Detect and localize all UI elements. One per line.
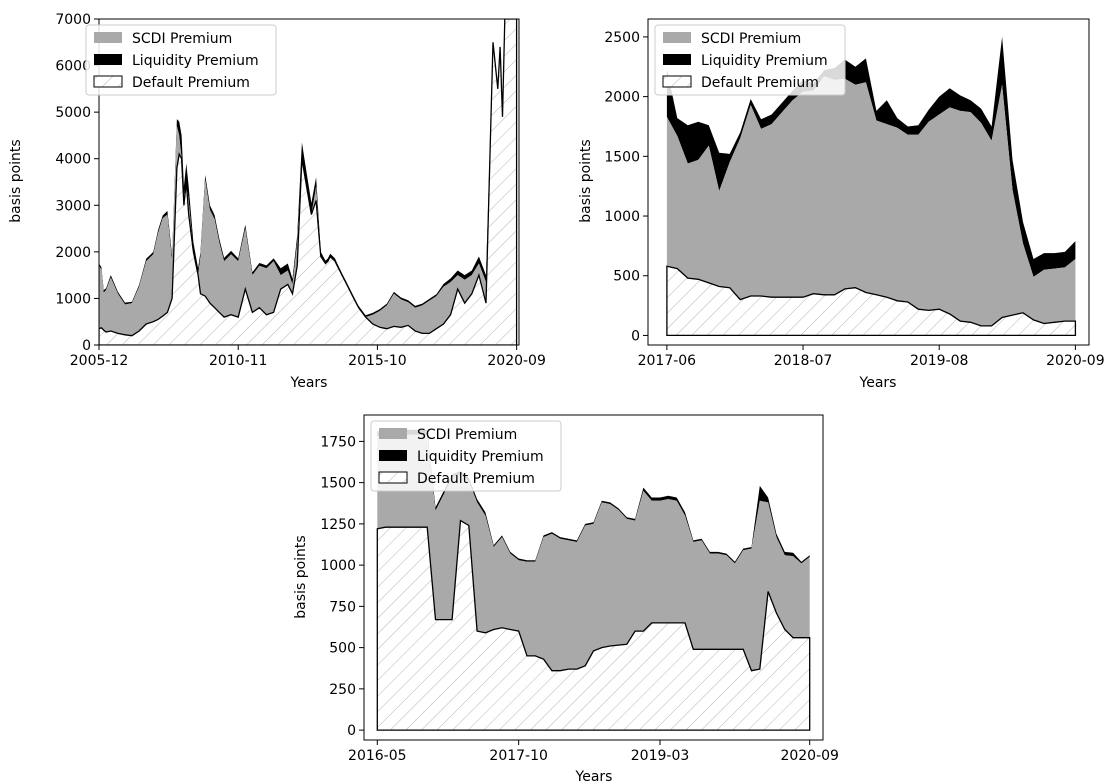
chart-bottom-center: 0 250 500 750 1000 1250 1500 1750 2016-05 2017-10… <box>293 414 839 784</box>
legend-swatch-liquidity <box>663 54 691 65</box>
y-tick-label: 0 <box>631 328 640 344</box>
area-default-premium <box>376 519 811 731</box>
y-tick-label: 1750 <box>320 434 356 450</box>
y-tick-label: 6000 <box>55 59 91 75</box>
legend-label-default: Default Premium <box>417 471 535 487</box>
axes-frame <box>647 18 1090 346</box>
legend-label-default: Default Premium <box>701 75 819 91</box>
chart-top-left: 0 1000 2000 3000 4000 5000 6000 7000 2005-12 2010… <box>8 12 546 391</box>
x-tick-label: 2005-12 <box>70 353 129 369</box>
legend-label-liquidity: Liquidity Premium <box>701 53 828 69</box>
legend-label-scdi: SCDI Premium <box>132 31 232 47</box>
x-axis-title: Years <box>859 375 897 391</box>
x-tick-label: 2019-08 <box>910 353 969 369</box>
x-tick-label: 2015-10 <box>348 353 407 369</box>
legend-swatch-scdi <box>94 32 122 43</box>
y-tick-label: 750 <box>329 599 356 615</box>
x-tick-label: 2016-05 <box>348 748 407 764</box>
y-tick-label: 500 <box>329 641 356 657</box>
y-axis-title: basis points <box>293 535 309 618</box>
x-tick-label: 2019-03 <box>631 748 690 764</box>
x-tick-label: 2010-11 <box>209 353 268 369</box>
chart-top-right: 0 500 1000 1500 2000 2500 2017-06 2018-07 2019-0… <box>578 18 1105 391</box>
x-tick-label: 2020-09 <box>487 353 546 369</box>
axes-bottom-center: 0 250 500 750 1000 1250 1500 1750 2016-05 2017-10… <box>320 414 839 764</box>
plot-area-top-left <box>99 19 518 345</box>
axes-frame <box>363 414 824 741</box>
y-tick-label: 7000 <box>55 12 91 28</box>
y-tick-label: 2500 <box>604 30 640 46</box>
x-axis-title: Years <box>290 375 328 391</box>
legend: SCDI Premium Liquidity Premium Default P… <box>370 420 562 492</box>
legend-swatch-liquidity <box>379 450 407 461</box>
y-tick-label: 5000 <box>55 105 91 121</box>
y-tick-label: 2000 <box>604 90 640 106</box>
area-default-premium <box>99 19 518 345</box>
axes-top-right: 0 500 1000 1500 2000 2500 2017-06 2018-07 2019-0… <box>604 18 1105 369</box>
legend-swatch-default <box>93 75 123 88</box>
y-tick-label: 1000 <box>55 291 91 307</box>
area-default-premium <box>666 265 1077 337</box>
legend-swatch-default <box>378 471 408 484</box>
x-tick-label: 2020-09 <box>1046 353 1105 369</box>
axes-frame <box>98 18 520 346</box>
x-tick-label: 2017-06 <box>638 353 697 369</box>
area-scdi-premium <box>99 19 517 336</box>
y-tick-label: 0 <box>82 338 91 354</box>
area-scdi-premium <box>377 434 810 671</box>
legend-frame <box>85 24 277 96</box>
legend-frame <box>370 420 562 492</box>
legend-swatch-liquidity <box>94 54 122 65</box>
y-tick-label: 0 <box>347 723 356 739</box>
legend-frame <box>654 24 846 96</box>
legend-swatch-default <box>662 75 692 88</box>
legend-swatch-scdi <box>379 428 407 439</box>
x-axis-title: Years <box>575 769 613 784</box>
plot-area-top-right <box>666 36 1077 337</box>
legend: SCDI Premium Liquidity Premium Default P… <box>654 24 846 96</box>
legend-label-liquidity: Liquidity Premium <box>132 53 259 69</box>
y-axis-title: basis points <box>578 139 594 222</box>
y-tick-label: 1000 <box>604 209 640 225</box>
legend-swatch-scdi <box>663 32 691 43</box>
y-tick-label: 1000 <box>320 558 356 574</box>
axes-top-left: 0 1000 2000 3000 4000 5000 6000 7000 2005-12 2010… <box>55 12 546 369</box>
y-tick-label: 500 <box>613 269 640 285</box>
y-tick-label: 1250 <box>320 517 356 533</box>
legend-label-default: Default Premium <box>132 75 250 91</box>
y-axis-title: basis points <box>8 139 24 222</box>
plot-area-bottom-center <box>376 429 811 731</box>
y-tick-label: 3000 <box>55 198 91 214</box>
legend: SCDI Premium Liquidity Premium Default P… <box>85 24 277 96</box>
x-tick-label: 2018-07 <box>774 353 833 369</box>
y-tick-label: 1500 <box>604 149 640 165</box>
y-tick-label: 4000 <box>55 152 91 168</box>
legend-label-scdi: SCDI Premium <box>417 427 517 443</box>
y-tick-label: 2000 <box>55 245 91 261</box>
legend-label-liquidity: Liquidity Premium <box>417 449 544 465</box>
area-liquidity-premium <box>666 36 1076 277</box>
area-scdi-premium <box>666 76 1076 326</box>
y-tick-label: 250 <box>329 682 356 698</box>
x-tick-label: 2017-10 <box>489 748 548 764</box>
x-tick-label: 2020-09 <box>780 748 839 764</box>
legend-label-scdi: SCDI Premium <box>701 31 801 47</box>
y-tick-label: 1500 <box>320 476 356 492</box>
